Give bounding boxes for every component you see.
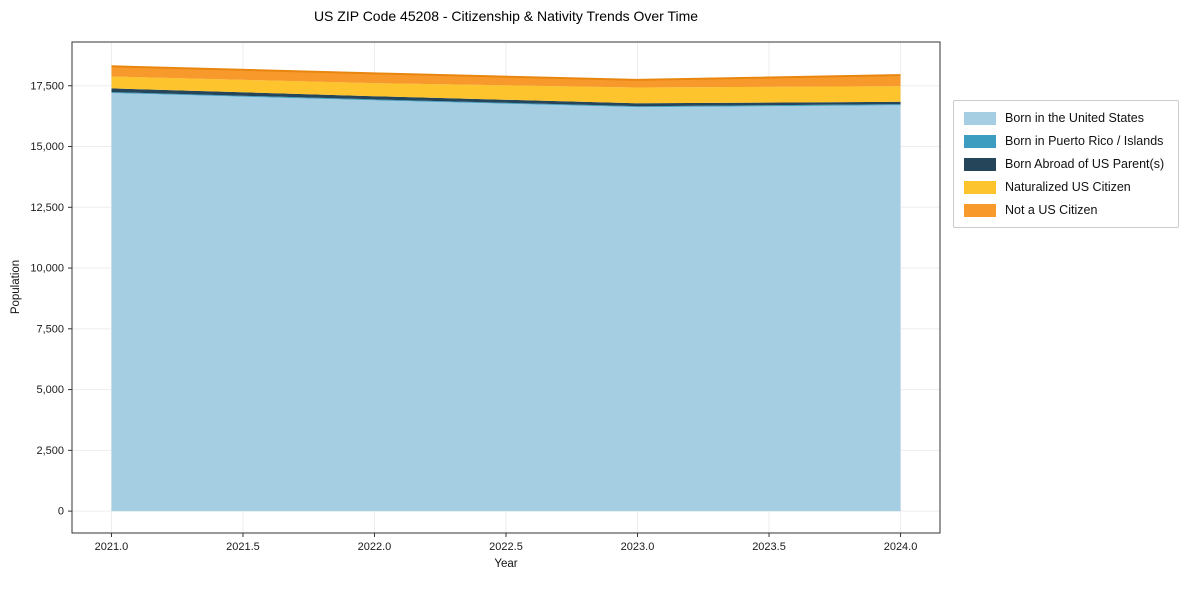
stacked-area-2 <box>111 88 901 107</box>
legend-label: Born in Puerto Rico / Islands <box>1005 134 1164 148</box>
x-tick-label: 2023.5 <box>752 541 786 553</box>
y-tick-label: 10,000 <box>30 263 64 275</box>
y-tick-label: 0 <box>58 506 64 518</box>
legend-item: Born in Puerto Rico / Islands <box>964 134 1164 148</box>
y-axis-label: Population <box>10 259 22 315</box>
legend: Born in the United States Born in Puerto… <box>953 100 1180 228</box>
legend-swatch <box>964 111 996 125</box>
x-tick-label: 2021.0 <box>95 541 129 553</box>
x-axis-label: Year <box>494 558 518 570</box>
legend-item: Naturalized US Citizen <box>964 180 1164 194</box>
x-tick-label: 2022.0 <box>358 541 392 553</box>
y-tick-label: 7,500 <box>36 323 64 335</box>
y-tick-label: 5,000 <box>36 384 64 396</box>
legend-swatch <box>964 180 996 194</box>
legend-item: Born in the United States <box>964 111 1164 125</box>
y-tick-label: 2,500 <box>36 445 64 457</box>
stacked-area-3 <box>111 76 901 104</box>
legend-label: Born Abroad of US Parent(s) <box>1005 157 1165 171</box>
total-top-edge <box>111 65 901 81</box>
legend-swatch <box>964 134 996 148</box>
y-tick-label: 12,500 <box>30 202 64 214</box>
legend-item: Not a US Citizen <box>964 203 1164 217</box>
y-tick-label: 17,500 <box>30 80 64 92</box>
stacked-area-1 <box>111 92 901 108</box>
x-tick-label: 2023.0 <box>621 541 655 553</box>
legend-label: Naturalized US Citizen <box>1005 180 1131 194</box>
legend-label: Not a US Citizen <box>1005 203 1098 217</box>
x-tick-label: 2022.5 <box>489 541 523 553</box>
x-tick-label: 2021.5 <box>226 541 260 553</box>
y-tick-label: 15,000 <box>30 141 64 153</box>
stacked-area-0 <box>111 93 901 512</box>
legend-swatch <box>964 157 996 171</box>
chart-title: US ZIP Code 45208 - Citizenship & Nativi… <box>313 8 699 24</box>
legend-item: Born Abroad of US Parent(s) <box>964 157 1164 171</box>
x-tick-label: 2024.0 <box>884 541 918 553</box>
legend-label: Born in the United States <box>1005 111 1144 125</box>
legend-swatch <box>964 203 996 217</box>
